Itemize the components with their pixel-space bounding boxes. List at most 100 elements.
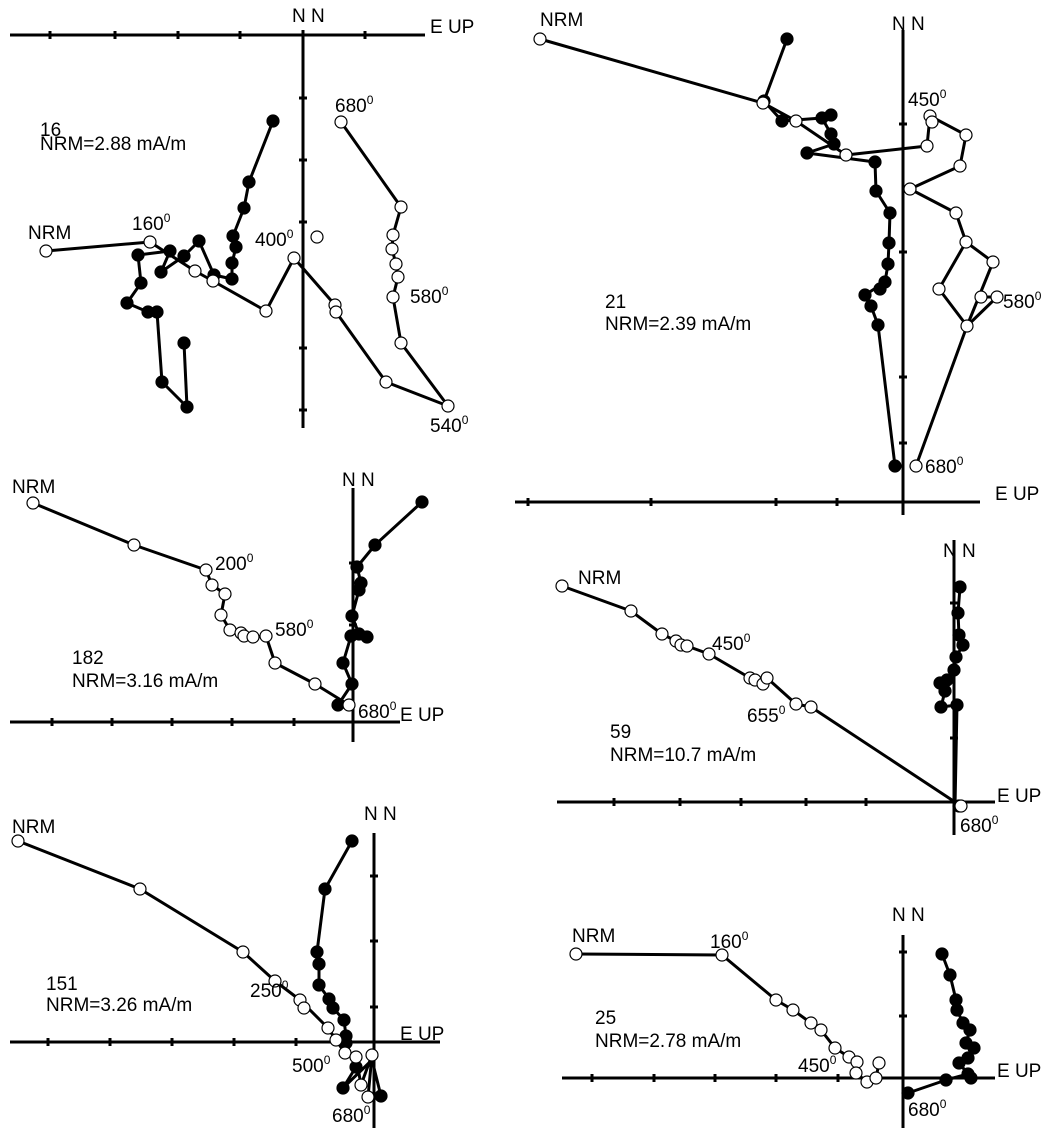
open-point — [236, 945, 250, 959]
open-point — [804, 700, 818, 714]
open-point — [268, 656, 282, 670]
open-point — [533, 32, 547, 46]
open-point — [26, 496, 40, 510]
step-label-t680: 6800 — [335, 93, 374, 117]
open-point — [199, 563, 213, 577]
step-label-t160: 1600 — [132, 211, 171, 235]
step-label-t500: 5000 — [292, 1053, 331, 1077]
open-point — [354, 1078, 368, 1092]
filled-point — [318, 882, 332, 896]
vertical-projection-path — [914, 295, 999, 467]
step-label-t450: 4500 — [908, 87, 947, 111]
filled-point — [949, 650, 963, 664]
filled-point — [155, 375, 169, 389]
filled-point — [888, 459, 902, 473]
open-point — [786, 1003, 800, 1017]
filled-point — [150, 305, 164, 319]
filled-point — [943, 968, 957, 982]
open-point — [349, 1050, 363, 1064]
filled-point — [858, 288, 872, 302]
filled-point — [326, 1001, 340, 1015]
horizontal-projection-path — [125, 120, 275, 409]
step-label-nrm: NRM — [540, 10, 583, 31]
open-point — [259, 304, 273, 318]
north-label: N N — [892, 14, 925, 35]
step-label-t450: 4500 — [798, 1053, 837, 1077]
filled-point — [242, 175, 256, 189]
open-point — [329, 305, 343, 319]
open-point — [903, 182, 917, 196]
open-point — [920, 139, 934, 153]
step-label-t580: 5800 — [1003, 289, 1042, 313]
filled-point — [951, 606, 965, 620]
filled-point — [345, 834, 359, 848]
sample-id: 182 — [72, 648, 104, 669]
open-point — [869, 1071, 883, 1085]
filled-point — [180, 400, 194, 414]
step-label-t160: 1600 — [710, 929, 749, 953]
step-label-t680: 6800 — [960, 813, 999, 837]
open-point — [960, 319, 974, 333]
filled-point — [871, 318, 885, 332]
open-point — [974, 290, 988, 304]
filled-point — [368, 538, 382, 552]
open-point — [206, 274, 220, 288]
open-point — [287, 251, 301, 265]
open-point — [702, 647, 716, 661]
filled-point — [345, 609, 359, 623]
filled-point — [312, 978, 326, 992]
open-point — [361, 1090, 375, 1104]
filled-point — [360, 630, 374, 644]
east-up-label: E UP — [400, 1024, 444, 1045]
open-point — [828, 1041, 842, 1055]
open-point — [555, 579, 569, 593]
east-up-label: E UP — [997, 786, 1041, 807]
open-point — [849, 1066, 863, 1080]
open-point — [391, 270, 405, 284]
nrm-intensity: NRM=10.7 mA/m — [610, 745, 756, 766]
step-label-t655: 6550 — [747, 703, 786, 727]
open-point — [680, 639, 694, 653]
step-label-t400: 4000 — [255, 227, 294, 251]
open-point — [789, 697, 803, 711]
filled-point — [882, 236, 896, 250]
step-label-nrm: NRM — [12, 477, 55, 498]
open-point — [441, 399, 455, 413]
open-point — [756, 96, 770, 110]
filled-point — [950, 698, 964, 712]
open-point — [205, 578, 219, 592]
step-label-t450: 4500 — [712, 631, 751, 655]
filled-point — [950, 1003, 964, 1017]
sample-id: 25 — [595, 1008, 616, 1029]
north-label: N N — [943, 541, 976, 562]
filled-point — [225, 256, 239, 270]
filled-point — [192, 234, 206, 248]
open-point — [218, 587, 232, 601]
nrm-intensity: NRM=3.26 mA/m — [46, 995, 192, 1016]
filled-point — [131, 248, 145, 262]
filled-point — [225, 272, 239, 286]
open-point — [342, 698, 356, 712]
sample-id: 59 — [610, 722, 631, 743]
open-point — [394, 336, 408, 350]
filled-point — [337, 1013, 351, 1027]
horizontal-projection-path — [762, 38, 897, 467]
step-label-t680: 6800 — [358, 699, 397, 723]
step-label-t250: 2500 — [250, 978, 289, 1002]
filled-point — [953, 580, 967, 594]
open-point — [334, 115, 348, 129]
filled-point — [154, 265, 168, 279]
open-point — [789, 114, 803, 128]
open-point — [133, 882, 147, 896]
open-point — [297, 1001, 311, 1015]
open-point — [386, 228, 400, 242]
vertical-projection-path — [561, 584, 962, 808]
filled-point — [336, 1081, 350, 1095]
filled-point — [964, 1071, 978, 1085]
filled-point — [938, 684, 952, 698]
step-label-t680: 6800 — [908, 1097, 947, 1121]
open-point — [308, 677, 322, 691]
open-point — [223, 623, 237, 637]
